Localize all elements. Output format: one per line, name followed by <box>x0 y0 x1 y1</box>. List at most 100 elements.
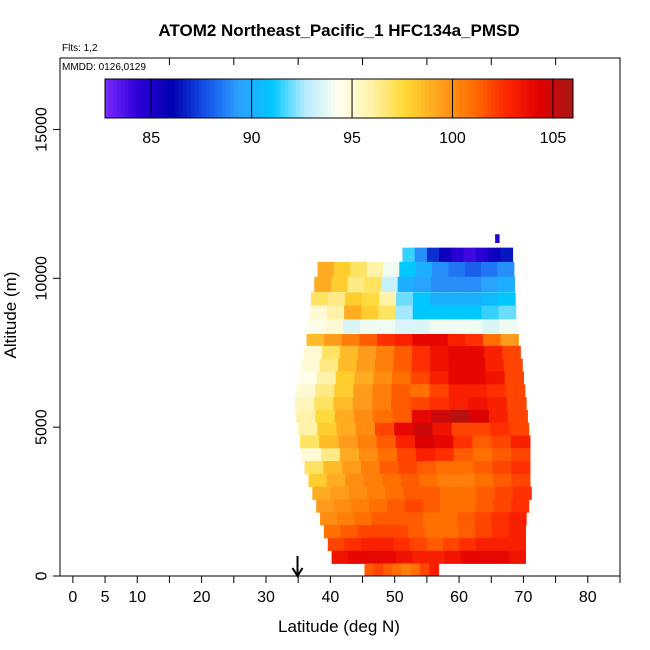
colorbar-segment <box>495 79 500 118</box>
colorbar-segment <box>342 79 348 118</box>
heatmap-cell <box>378 305 397 320</box>
x-tick-label: 60 <box>450 589 468 606</box>
colorbar-segment <box>151 79 157 118</box>
colorbar-segment <box>506 79 512 118</box>
colorbar-segment <box>405 79 410 118</box>
colorbar-segment <box>479 79 484 118</box>
heatmap-cell <box>396 448 417 462</box>
heatmap-cell <box>388 512 407 526</box>
heatmap-cell <box>490 422 510 436</box>
heatmap-cell <box>340 525 359 539</box>
heatmap-cell <box>396 292 414 307</box>
heatmap-cell <box>503 358 523 372</box>
heatmap-cell <box>495 234 500 243</box>
heatmap-cell <box>376 345 395 360</box>
heatmap-cell <box>296 384 316 398</box>
heatmap-cell <box>385 486 405 500</box>
heatmap-cell <box>395 435 416 449</box>
heatmap-cells <box>294 234 532 577</box>
heatmap-cell <box>441 525 459 539</box>
heatmap-cell <box>474 512 493 526</box>
heatmap-cell <box>350 261 368 278</box>
heatmap-cell <box>497 261 515 278</box>
heatmap-cell <box>456 473 476 488</box>
heatmap-cell <box>399 261 417 278</box>
colorbar-segment <box>413 79 418 118</box>
colorbar-segment <box>565 79 570 118</box>
colorbar-segment <box>541 79 547 118</box>
heatmap-cell <box>473 461 493 475</box>
heatmap-cell <box>357 435 378 449</box>
heatmap-cell <box>386 499 406 513</box>
colorbar-segment <box>514 79 519 118</box>
colorbar-segment <box>385 79 391 118</box>
heatmap-cell <box>402 247 416 263</box>
colorbar-segment <box>463 79 469 118</box>
heatmap-cell <box>447 305 465 320</box>
colorbar-segment <box>354 79 359 118</box>
heatmap-cell <box>342 319 361 334</box>
colorbar-segment <box>194 79 200 118</box>
heatmap-cell <box>364 563 375 577</box>
colorbar-segment <box>296 79 301 118</box>
heatmap-cell <box>410 384 431 398</box>
heatmap-cell <box>451 247 465 263</box>
colorbar-segment <box>292 79 297 118</box>
heatmap-cell <box>470 422 491 436</box>
heatmap-cell <box>410 371 431 385</box>
heatmap-cell <box>463 247 477 263</box>
heatmap-cell <box>353 384 373 398</box>
colorbar-segment <box>432 79 437 118</box>
colorbar-segment <box>241 79 246 118</box>
chart-title: ATOM2 Northeast_Pacific_1 HFC134a_PMSD <box>158 21 519 40</box>
colorbar-segment <box>424 79 430 118</box>
heatmap-cell <box>314 276 332 293</box>
colorbar-segment <box>268 79 274 118</box>
colorbar-segment <box>409 79 414 118</box>
colorbar-segment <box>389 79 395 118</box>
heatmap-cell <box>316 371 337 385</box>
heatmap-cell <box>320 512 338 526</box>
heatmap-cell <box>352 397 373 411</box>
heatmap-cell <box>373 563 384 577</box>
colorbar-segment <box>257 79 262 118</box>
heatmap-cell <box>475 499 494 513</box>
heatmap-cell <box>429 384 450 398</box>
heatmap-cell <box>453 435 474 449</box>
x-tick-label: 30 <box>257 589 275 606</box>
heatmap-cell <box>430 333 449 347</box>
heatmap-cell <box>467 384 488 398</box>
heatmap-cell <box>447 333 466 347</box>
y-tick-label: 5000 <box>34 409 51 445</box>
colorbar-segment <box>346 79 352 118</box>
colorbar-segment <box>487 79 492 118</box>
x-tick-label: 5 <box>101 589 110 606</box>
colorbar-segment <box>245 79 250 118</box>
colorbar-segment <box>237 79 242 118</box>
heatmap-cell <box>423 512 441 526</box>
heatmap-cell <box>448 358 468 372</box>
heatmap-cell <box>485 358 505 372</box>
heatmap-cell <box>414 435 435 449</box>
heatmap-cell <box>464 305 482 320</box>
heatmap-cell <box>493 550 510 564</box>
y-tick-label: 15000 <box>34 107 51 152</box>
x-tick-label: 20 <box>193 589 211 606</box>
colorbar-segment <box>393 79 398 118</box>
heatmap-cell <box>380 550 397 564</box>
heatmap-cell <box>434 448 455 462</box>
colorbar-segment <box>167 79 172 118</box>
colorbar-segment <box>471 79 476 118</box>
heatmap-cell <box>511 473 531 488</box>
heatmap-cell <box>439 247 452 263</box>
heatmap-cell <box>306 333 325 347</box>
heatmap-cell <box>364 276 382 293</box>
heatmap-cell <box>476 550 494 564</box>
colorbar-segment <box>553 79 558 118</box>
heatmap-cell <box>475 247 489 263</box>
heatmap-cell <box>492 473 513 488</box>
heatmap-cell <box>504 371 525 385</box>
heatmap-cell <box>472 448 493 462</box>
heatmap-cell <box>468 397 489 411</box>
heatmap-cell <box>448 345 467 360</box>
